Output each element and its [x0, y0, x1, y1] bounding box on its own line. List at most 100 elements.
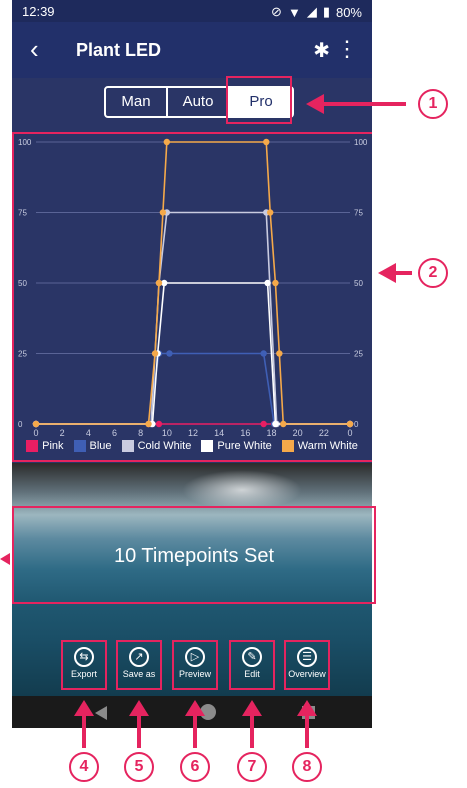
- legend-swatch: [121, 440, 134, 452]
- legend-item: Blue: [73, 440, 112, 452]
- y-tick-label-left: 0: [18, 420, 23, 429]
- sun-glow: [182, 470, 302, 510]
- legend-swatch: [281, 440, 294, 452]
- preview-label: Preview: [178, 669, 211, 679]
- schedule-chart[interactable]: 0 0 25 25 50 50 75 75 100 100 0 2 4 6 8 10 12 14 16 18 20 22 0: [12, 132, 372, 462]
- app-bar: ‹ Plant LED ✱ ⋮: [12, 22, 372, 78]
- preview-icon: ▷: [185, 647, 205, 667]
- legend-item: Warm White: [281, 440, 358, 452]
- legend-item: Cold White: [121, 440, 192, 452]
- data-point-pure-white: [264, 279, 271, 287]
- arrow-8-head: [297, 700, 317, 716]
- y-tick-label-right: 100: [354, 138, 368, 147]
- annotation-1: 1: [418, 89, 448, 119]
- data-point-blue: [260, 350, 267, 357]
- x-tick-label: 6: [112, 428, 117, 438]
- timepoints-highlight: [12, 506, 376, 604]
- arrow-1-shaft: [320, 102, 406, 106]
- mode-pro[interactable]: Pro: [230, 88, 292, 116]
- x-tick-label: 16: [240, 428, 250, 438]
- data-point-warm-white: [159, 209, 167, 216]
- edit-button[interactable]: ✎ Edit: [229, 640, 275, 690]
- page-title: Plant LED: [76, 40, 162, 60]
- x-tick-label: 20: [293, 428, 303, 438]
- y-tick-label-left: 100: [18, 138, 32, 147]
- data-point-warm-white: [276, 350, 283, 357]
- y-tick-label-right: 75: [354, 209, 363, 218]
- arrow-7-head: [242, 700, 262, 716]
- annotation-7: 7: [237, 752, 267, 782]
- data-point-warm-white: [163, 138, 171, 146]
- data-point-warm-white: [272, 279, 279, 287]
- export-button[interactable]: ⇆ Export: [61, 640, 107, 690]
- wifi-icon: ▼: [287, 4, 301, 20]
- x-tick-label: 12: [188, 428, 198, 438]
- x-tick-label: 14: [214, 428, 224, 438]
- data-point-pure-white: [272, 420, 279, 428]
- back-icon[interactable]: ‹: [30, 34, 39, 64]
- arrow-6-head: [185, 700, 205, 716]
- signal-icon: ◢: [306, 4, 317, 19]
- mode-selector: Man Auto Pro: [104, 86, 294, 118]
- data-point-pink: [155, 420, 163, 428]
- annotation-2: 2: [418, 258, 448, 288]
- legend-label: Warm White: [297, 440, 358, 452]
- arrow-2-shaft: [392, 271, 412, 275]
- annotation-6: 6: [180, 752, 210, 782]
- preview-button[interactable]: ▷ Preview: [172, 640, 218, 690]
- legend-swatch: [73, 440, 86, 452]
- data-point-warm-white: [346, 420, 354, 428]
- data-point-warm-white: [145, 420, 152, 428]
- x-tick-label: 18: [266, 428, 276, 438]
- overview-button[interactable]: ☰ Overview: [284, 640, 330, 690]
- edit-icon: ✎: [242, 647, 262, 667]
- y-tick-label-right: 50: [354, 279, 363, 288]
- save-as-icon: ↗: [129, 647, 149, 667]
- timepoints-pointer: [0, 553, 10, 565]
- mute-icon: ⊘: [271, 4, 282, 19]
- y-tick-label-right: 25: [354, 350, 363, 359]
- series-line-cold-white: [36, 211, 350, 425]
- status-time: 12:39: [22, 4, 55, 19]
- legend-item: Pure White: [201, 440, 272, 452]
- x-tick-label: 10: [162, 428, 172, 438]
- legend-label: Blue: [89, 440, 112, 452]
- timepoints-label[interactable]: 10 Timepoints Set: [113, 545, 275, 567]
- legend-swatch: [201, 440, 214, 452]
- y-tick-label-left: 25: [18, 350, 27, 359]
- data-point-pink: [260, 420, 267, 428]
- series-line-blue: [36, 352, 350, 425]
- arrow-5-shaft: [137, 714, 141, 748]
- x-tick-label: 2: [60, 428, 65, 438]
- y-tick-label-left: 50: [18, 279, 27, 288]
- status-bar: 12:39 ⊘ ▼ ◢ ▮ 80%: [12, 0, 372, 22]
- chart-legend: Pink Blue Cold White Pure White Warm White: [22, 440, 362, 452]
- data-point-pure-white: [161, 279, 168, 287]
- mode-auto[interactable]: Auto: [168, 88, 230, 116]
- save-as-label: Save as: [122, 669, 156, 679]
- arrow-7-shaft: [250, 714, 254, 748]
- data-point-warm-white: [32, 420, 40, 428]
- arrow-4-shaft: [82, 714, 86, 748]
- annotation-8: 8: [292, 752, 322, 782]
- mode-man[interactable]: Man: [106, 88, 168, 116]
- legend-label: Pure White: [217, 440, 272, 452]
- data-point-warm-white: [151, 350, 159, 357]
- legend-swatch: [26, 440, 39, 452]
- overview-icon: ☰: [297, 647, 317, 667]
- legend-item: Pink: [26, 440, 64, 452]
- series-line-warm-white: [36, 141, 350, 425]
- data-point-blue: [166, 350, 173, 357]
- arrow-4-head: [74, 700, 94, 716]
- legend-label: Cold White: [137, 440, 192, 452]
- arrow-1-head: [306, 94, 324, 114]
- nav-back-icon[interactable]: [95, 706, 107, 720]
- data-point-warm-white: [263, 138, 270, 146]
- x-tick-label: 0: [347, 428, 352, 438]
- more-vert-icon[interactable]: ⋮: [336, 36, 358, 61]
- bluetooth-icon[interactable]: ✱: [313, 40, 330, 62]
- save-as-button[interactable]: ↗ Save as: [116, 640, 162, 690]
- legend-label: Pink: [42, 440, 64, 452]
- status-icons: ⊘ ▼ ◢ ▮ 80%: [271, 4, 362, 20]
